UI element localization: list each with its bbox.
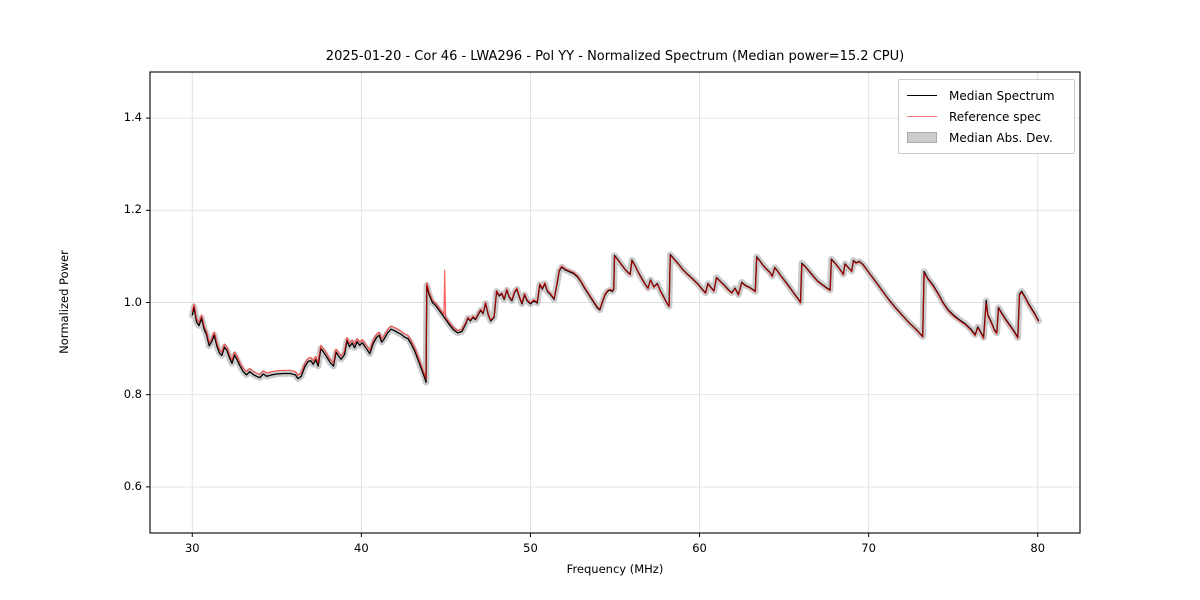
- x-tick-label: 60: [692, 541, 707, 555]
- y-tick-label: 0.8: [123, 386, 142, 401]
- x-axis-label: Frequency (MHz): [566, 562, 664, 576]
- x-tick-label: 80: [1030, 541, 1046, 555]
- series-reference-spec: [191, 254, 1040, 380]
- x-tick-label: 70: [861, 541, 876, 555]
- legend-label: Reference spec: [949, 109, 1042, 124]
- x-tick-label: 40: [354, 541, 369, 555]
- legend-item-median-spectrum: Median Spectrum: [907, 85, 1068, 106]
- legend-label: Median Spectrum: [949, 88, 1055, 103]
- x-tick-label: 30: [184, 541, 200, 555]
- legend: Median Spectrum Reference spec Median Abs.…: [898, 79, 1075, 154]
- x-tick-label: 50: [523, 541, 538, 555]
- y-tick-label: 1.0: [123, 294, 142, 309]
- legend-swatch-line-icon: [907, 95, 937, 96]
- legend-swatch-patch-icon: [907, 132, 937, 143]
- y-tick-label: 1.2: [123, 202, 142, 217]
- y-axis-label: Normalized Power: [57, 250, 71, 354]
- legend-swatch-line-icon: [907, 116, 937, 117]
- legend-item-median-abs-dev-: Median Abs. Dev.: [907, 127, 1068, 148]
- y-tick-label: 0.6: [123, 478, 142, 493]
- y-tick-label: 1.4: [123, 110, 142, 125]
- legend-item-reference-spec: Reference spec: [907, 106, 1068, 127]
- chart-title: 2025-01-20 - Cor 46 - LWA296 - Pol YY - …: [325, 49, 905, 64]
- legend-label: Median Abs. Dev.: [949, 130, 1053, 145]
